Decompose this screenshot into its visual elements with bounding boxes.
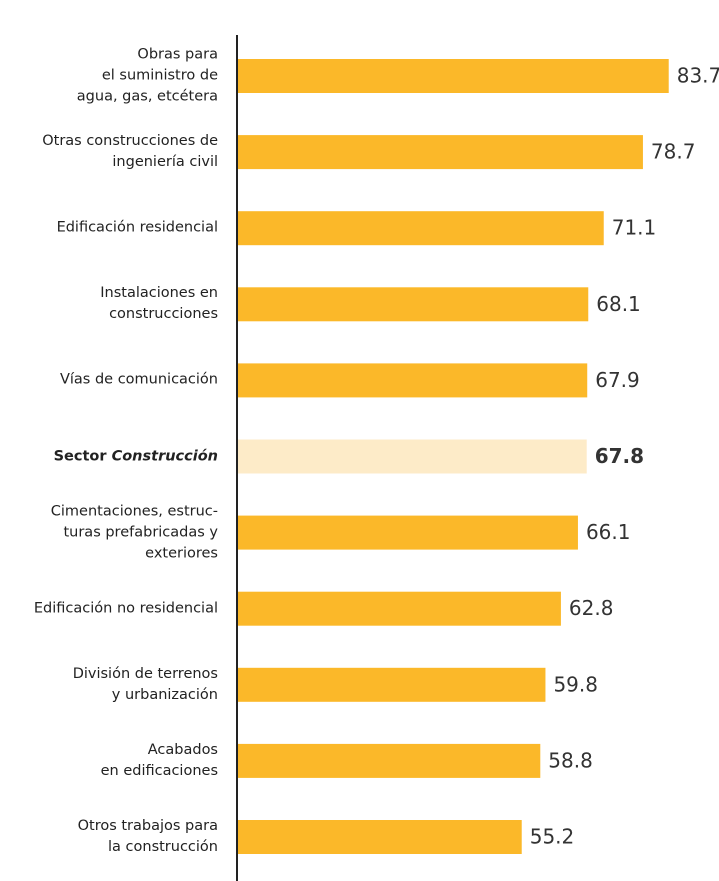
- value-label: 59.8: [553, 672, 598, 696]
- bar: [237, 135, 643, 170]
- bar: [237, 591, 561, 626]
- value-label: 58.8: [548, 748, 593, 772]
- category-label: Otras construcciones de ingeniería civil: [42, 133, 218, 171]
- bar: [237, 439, 587, 474]
- category-label: Acabados en edificaciones: [100, 741, 218, 779]
- category-label: Obras para el suministro de agua, gas, e…: [76, 46, 218, 105]
- bar: [237, 287, 589, 322]
- value-label: 55.2: [530, 825, 575, 849]
- category-label: Edificación no residencial: [33, 600, 218, 617]
- value-label: 66.1: [586, 520, 631, 544]
- category-label: Cimentaciones, estruc- turas prefabricad…: [50, 503, 218, 562]
- value-label: 62.8: [569, 596, 614, 620]
- value-label: 78.7: [651, 140, 696, 164]
- category-label: Sector Construcción: [53, 448, 218, 464]
- category-label: Edificación residencial: [56, 219, 218, 236]
- bar: [237, 820, 522, 854]
- bar: [237, 59, 669, 93]
- value-label: 71.1: [612, 216, 657, 240]
- bar: [237, 363, 588, 398]
- value-label: 68.1: [596, 292, 641, 316]
- category-label: Instalaciones en construcciones: [100, 285, 218, 323]
- value-label: 67.8: [595, 444, 644, 468]
- category-label: División de terrenos y urbanización: [72, 665, 218, 703]
- category-label: Otros trabajos para la construcción: [77, 818, 218, 855]
- bar: [237, 211, 604, 246]
- value-label: 67.9: [595, 368, 640, 392]
- bar: [237, 743, 541, 778]
- bar: [237, 515, 578, 550]
- value-label: 83.7: [677, 64, 719, 88]
- bar: [237, 667, 546, 702]
- category-label: Vías de comunicación: [59, 371, 218, 388]
